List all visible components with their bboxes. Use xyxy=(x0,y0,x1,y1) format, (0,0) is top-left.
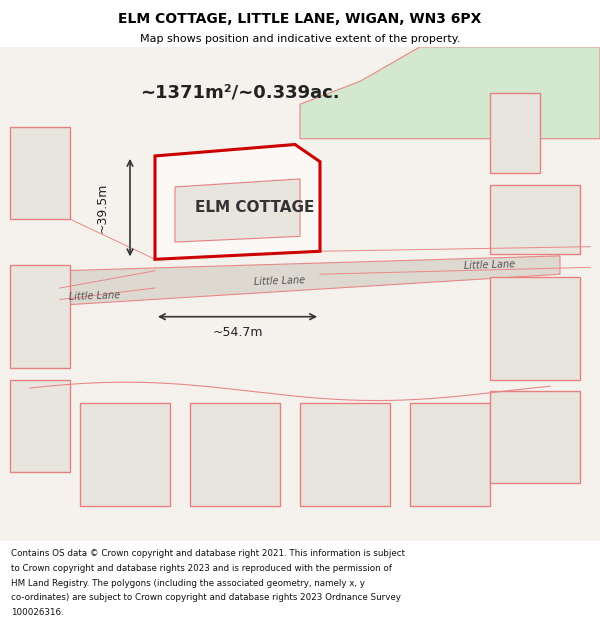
Polygon shape xyxy=(490,276,580,380)
Text: ELM COTTAGE, LITTLE LANE, WIGAN, WN3 6PX: ELM COTTAGE, LITTLE LANE, WIGAN, WN3 6PX xyxy=(118,12,482,26)
Text: ~39.5m: ~39.5m xyxy=(95,182,109,233)
Polygon shape xyxy=(10,380,70,472)
Polygon shape xyxy=(490,184,580,254)
Text: 100026316.: 100026316. xyxy=(11,608,64,617)
Text: HM Land Registry. The polygons (including the associated geometry, namely x, y: HM Land Registry. The polygons (includin… xyxy=(11,579,365,587)
Text: Little Lane: Little Lane xyxy=(254,275,306,287)
Text: ~54.7m: ~54.7m xyxy=(212,326,263,339)
Polygon shape xyxy=(60,256,560,305)
Polygon shape xyxy=(80,403,170,506)
Polygon shape xyxy=(10,265,70,368)
Text: co-ordinates) are subject to Crown copyright and database rights 2023 Ordnance S: co-ordinates) are subject to Crown copyr… xyxy=(11,593,401,602)
Polygon shape xyxy=(175,179,300,242)
Text: Map shows position and indicative extent of the property.: Map shows position and indicative extent… xyxy=(140,34,460,44)
Polygon shape xyxy=(10,127,70,219)
Polygon shape xyxy=(300,403,390,506)
Text: ~1371m²/~0.339ac.: ~1371m²/~0.339ac. xyxy=(140,84,340,102)
Polygon shape xyxy=(490,391,580,483)
Text: to Crown copyright and database rights 2023 and is reproduced with the permissio: to Crown copyright and database rights 2… xyxy=(11,564,392,573)
Polygon shape xyxy=(490,92,540,173)
Polygon shape xyxy=(190,403,280,506)
Text: Little Lane: Little Lane xyxy=(464,259,516,271)
Text: Contains OS data © Crown copyright and database right 2021. This information is : Contains OS data © Crown copyright and d… xyxy=(11,549,405,558)
Text: ELM COTTAGE: ELM COTTAGE xyxy=(196,200,314,215)
Polygon shape xyxy=(410,403,490,506)
Polygon shape xyxy=(155,144,320,259)
Polygon shape xyxy=(300,47,600,139)
Text: Little Lane: Little Lane xyxy=(69,290,121,302)
